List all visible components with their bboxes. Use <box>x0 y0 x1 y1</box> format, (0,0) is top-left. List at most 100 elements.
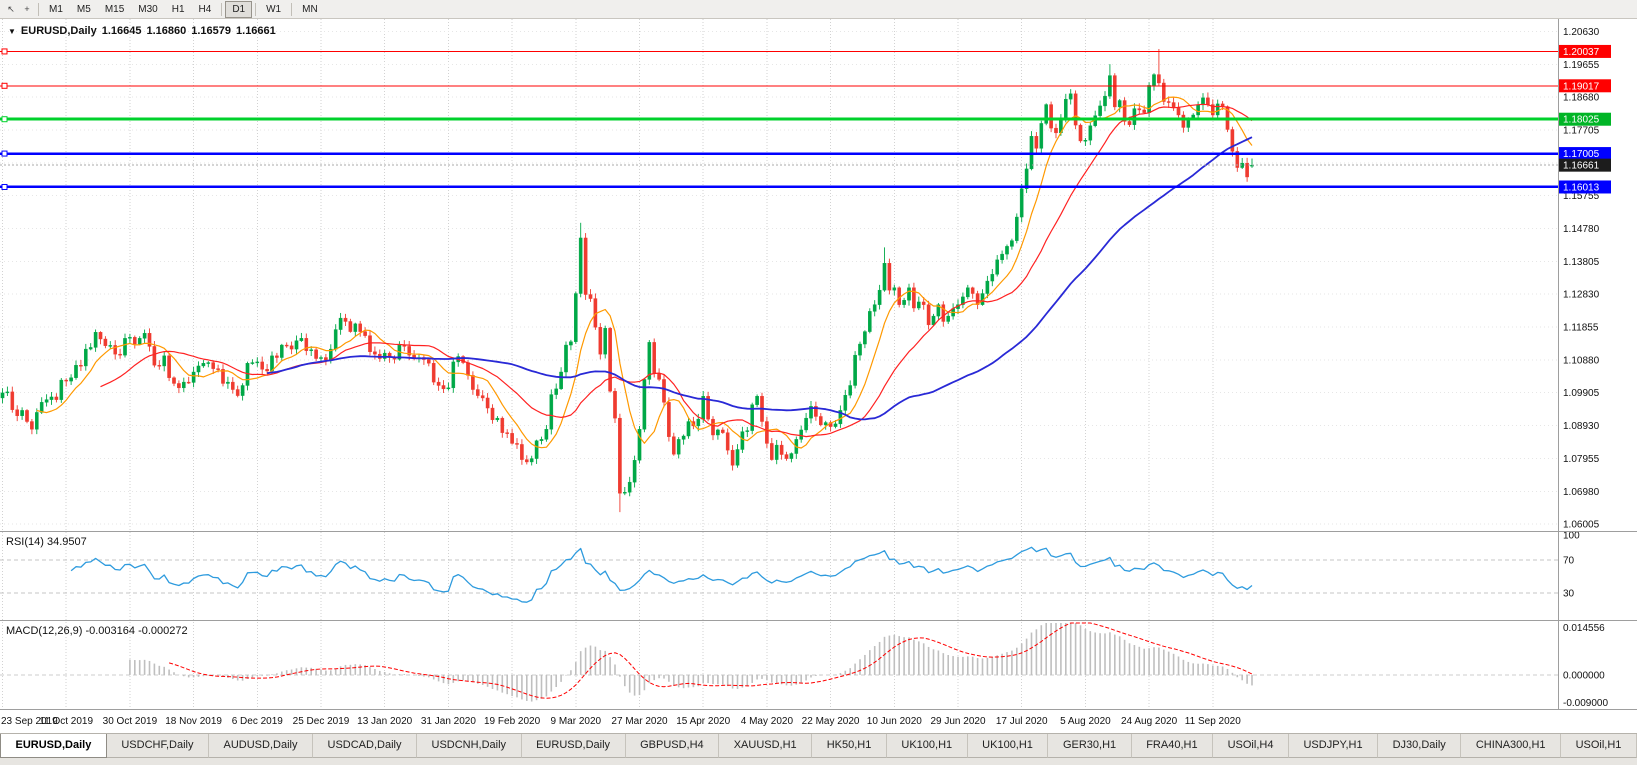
svg-text:11 Sep 2020: 11 Sep 2020 <box>1185 716 1241 727</box>
rsi-panel[interactable] <box>0 532 1558 620</box>
chart-tab-china300-h1[interactable]: CHINA300,H1 <box>1461 734 1562 758</box>
chart-tab-ger30-h1[interactable]: GER30,H1 <box>1048 734 1132 758</box>
macd-indicator-label: MACD(12,26,9) -0.003164 -0.000272 <box>6 625 188 637</box>
grid-layer <box>0 19 1558 709</box>
price-level-badge: 1.17005 <box>1559 147 1611 161</box>
svg-text:25 Dec 2019: 25 Dec 2019 <box>293 716 350 727</box>
timeframe-button-w1[interactable]: W1 <box>266 3 282 15</box>
chart-tab-hk50-h1[interactable]: HK50,H1 <box>812 734 887 758</box>
svg-text:27 Mar 2020: 27 Mar 2020 <box>611 716 668 727</box>
svg-text:17 Jul 2020: 17 Jul 2020 <box>996 716 1048 727</box>
svg-text:6 Dec 2019: 6 Dec 2019 <box>232 716 284 727</box>
svg-text:10 Jun 2020: 10 Jun 2020 <box>867 716 922 727</box>
chart-tab-audusd-daily[interactable]: AUDUSD,Daily <box>208 734 313 758</box>
svg-text:1.13805: 1.13805 <box>1563 257 1600 268</box>
timeframe-button-h4[interactable]: H4 <box>198 3 212 15</box>
svg-text:13 Jan 2020: 13 Jan 2020 <box>357 716 412 727</box>
svg-text:19 Feb 2020: 19 Feb 2020 <box>484 716 541 727</box>
level-line-1.20037[interactable] <box>0 48 1558 55</box>
svg-text:70: 70 <box>1563 555 1575 566</box>
price-level-badge: 1.19017 <box>1559 79 1611 93</box>
price-axis[interactable] <box>1558 19 1637 709</box>
chart-tab-eurusd-daily[interactable]: EURUSD,Daily <box>521 734 626 758</box>
svg-text:1.12830: 1.12830 <box>1563 290 1600 301</box>
ma-fast-line <box>36 96 1253 449</box>
price-level-badge: 1.20037 <box>1559 44 1611 58</box>
toolbar-separator <box>255 2 257 16</box>
level-line-1.18025[interactable] <box>0 116 1558 123</box>
svg-text:1.16013: 1.16013 <box>1563 182 1600 193</box>
chart-tab-dj30-daily[interactable]: DJ30,Daily <box>1378 734 1462 758</box>
chart-tab-uk100-h1[interactable]: UK100,H1 <box>967 734 1049 758</box>
timeframe-button-m5[interactable]: M5 <box>76 3 91 15</box>
svg-text:1.11855: 1.11855 <box>1563 323 1599 334</box>
level-line-1.16013[interactable] <box>0 183 1558 190</box>
chart-tab-uk100-h1[interactable]: UK100,H1 <box>886 734 968 758</box>
svg-text:1.17705: 1.17705 <box>1563 125 1600 136</box>
timeframe-button-d1[interactable]: D1 <box>225 0 253 18</box>
chart-open-value: 1.16645 <box>101 25 142 37</box>
chart-tab-gbpusd-h4[interactable]: GBPUSD,H4 <box>625 734 720 758</box>
level-handle[interactable] <box>1 150 8 157</box>
svg-text:1.18025: 1.18025 <box>1563 115 1600 126</box>
svg-text:4 May 2020: 4 May 2020 <box>741 716 794 727</box>
svg-text:31 Jan 2020: 31 Jan 2020 <box>421 716 476 727</box>
level-line-1.17005[interactable] <box>0 150 1558 157</box>
svg-text:1.18680: 1.18680 <box>1563 93 1600 104</box>
svg-text:1.09905: 1.09905 <box>1563 388 1600 399</box>
svg-text:30: 30 <box>1563 589 1575 600</box>
chart-title: ▼ EURUSD,Daily 1.16645 1.16860 1.16579 1… <box>8 25 276 37</box>
chart-tab-usdjpy-h1[interactable]: USDJPY,H1 <box>1288 734 1379 758</box>
timeframe-button-mn[interactable]: MN <box>302 3 318 15</box>
chart-canvas[interactable]: 1.20630 1.19655 1.18680 1.17705 1.15755 1.147… <box>0 19 1637 733</box>
chart-tab-usoil-h4[interactable]: USOil,H4 <box>1213 734 1289 758</box>
rsi-line <box>70 546 1253 603</box>
cursor-icon[interactable]: ↖ <box>7 3 15 14</box>
svg-text:11 Oct 2019: 11 Oct 2019 <box>39 716 93 727</box>
level-handle[interactable] <box>1 116 8 123</box>
crosshair-icon[interactable]: + <box>24 4 30 14</box>
svg-text:15 Apr 2020: 15 Apr 2020 <box>676 716 730 727</box>
chart-tab-usdcnh-daily[interactable]: USDCNH,Daily <box>416 734 522 758</box>
panel-separators <box>0 19 1637 710</box>
svg-text:100: 100 <box>1563 531 1580 542</box>
level-handle[interactable] <box>1 48 8 55</box>
svg-text:30 Oct 2019: 30 Oct 2019 <box>103 716 158 727</box>
timeframe-button-m30[interactable]: M30 <box>138 3 158 15</box>
svg-text:1.15755: 1.15755 <box>1563 191 1600 202</box>
chart-low-value: 1.16579 <box>191 25 232 37</box>
svg-text:1.06980: 1.06980 <box>1563 487 1600 498</box>
svg-text:1.16661: 1.16661 <box>1563 161 1600 172</box>
chart-plot-area[interactable] <box>0 19 1558 531</box>
level-handle[interactable] <box>1 82 8 89</box>
svg-text:1.19017: 1.19017 <box>1563 81 1600 92</box>
svg-text:1.08930: 1.08930 <box>1563 421 1600 432</box>
chart-tab-usoil-h1[interactable]: USOil,H1 <box>1561 734 1637 758</box>
chart-tab-usdcad-daily[interactable]: USDCAD,Daily <box>312 734 417 758</box>
timeframe-button-h1[interactable]: H1 <box>171 3 185 15</box>
time-axis[interactable] <box>0 710 1637 733</box>
svg-text:0.014556: 0.014556 <box>1563 623 1605 634</box>
svg-text:1.19655: 1.19655 <box>1563 60 1600 71</box>
chart-tab-xauusd-h1[interactable]: XAUUSD,H1 <box>719 734 813 758</box>
price-level-badge: 1.16013 <box>1559 180 1611 194</box>
macd-indicator: 0.014556 0.000000 -0.009000 <box>0 622 1608 709</box>
svg-text:29 Jun 2020: 29 Jun 2020 <box>930 716 985 727</box>
chart-tab-eurusd-daily[interactable]: EURUSD,Daily <box>0 734 107 758</box>
price-level-badge: 1.18025 <box>1559 112 1611 126</box>
level-line-1.19017[interactable] <box>0 82 1558 89</box>
level-handle[interactable] <box>1 183 8 190</box>
price-axis-badges: 1.20037 1.19017 1.18025 1.17005 1.16013 1.166… <box>1559 44 1611 194</box>
chart-tab-usdchf-daily[interactable]: USDCHF,Daily <box>106 734 209 758</box>
timeframe-button-m15[interactable]: M15 <box>104 3 125 15</box>
svg-text:1.20037: 1.20037 <box>1563 47 1600 58</box>
chart-tab-fra40-h1[interactable]: FRA40,H1 <box>1131 734 1214 758</box>
macd-panel[interactable] <box>0 621 1558 709</box>
timeframe-button-m1[interactable]: M1 <box>49 3 63 15</box>
chart-tab-bar: EURUSD,Daily USDCHF,Daily AUDUSD,Daily USDC… <box>0 733 1637 765</box>
horizontal-level-lines[interactable] <box>0 48 1558 190</box>
rsi-indicator: 100 70 30 <box>0 531 1580 603</box>
svg-text:1.17005: 1.17005 <box>1563 149 1600 160</box>
one-click-trading-triangle-icon[interactable]: ▼ <box>8 26 16 36</box>
